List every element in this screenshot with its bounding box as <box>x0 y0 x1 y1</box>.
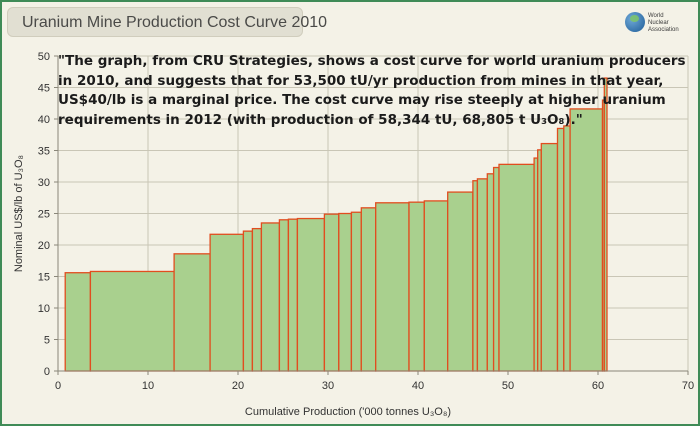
cost-bar <box>242 230 254 372</box>
quote-line: requirements in 2012 (with production of… <box>58 111 583 128</box>
cost-bar <box>603 77 608 372</box>
cost-bar <box>350 211 362 372</box>
quote-line: in 2010, and suggests that for 53,500 tU… <box>58 72 664 89</box>
cost-bar <box>323 213 340 372</box>
cost-bar <box>173 253 211 372</box>
x-tick-label: 70 <box>682 380 694 392</box>
cost-bar <box>296 217 326 372</box>
y-tick-label: 0 <box>44 366 50 378</box>
cost-bar <box>260 222 281 372</box>
x-tick-label: 20 <box>232 380 244 392</box>
y-tick-label: 5 <box>44 335 50 347</box>
x-tick-label: 30 <box>322 380 334 392</box>
cost-bar <box>209 233 245 372</box>
cost-bar <box>338 212 353 372</box>
x-tick-label: 60 <box>592 380 604 392</box>
cost-bar <box>375 202 410 372</box>
chart-title: Uranium Mine Production Cost Curve 2010 <box>22 14 328 31</box>
cost-bar <box>278 219 290 372</box>
logo-text-line-3: Association <box>648 27 679 33</box>
cost-bar <box>486 173 495 372</box>
cost-bar <box>556 127 565 372</box>
y-tick-label: 45 <box>38 83 50 95</box>
quote-line: "The graph, from CRU Strategies, shows a… <box>58 53 686 69</box>
cost-bar <box>360 207 377 372</box>
cost-bar <box>540 142 559 372</box>
y-tick-label: 35 <box>38 146 50 158</box>
y-tick-label: 15 <box>38 272 50 284</box>
cost-bar <box>569 108 604 372</box>
quote-annotation: "The graph, from CRU Strategies, shows a… <box>58 52 686 130</box>
y-axis-title: Nominal US$/lb of U₃O₈ <box>13 155 25 272</box>
cost-bar <box>89 270 175 372</box>
y-tick-label: 10 <box>38 303 50 315</box>
y-tick-label: 30 <box>38 177 50 189</box>
cost-bar <box>492 166 500 372</box>
logo-text-line-2: Nuclear <box>648 20 669 26</box>
world-nuclear-association-logo: World Nuclear Association <box>625 10 691 40</box>
title-tab: Uranium Mine Production Cost Curve 2010 <box>7 7 327 37</box>
cost-bar <box>64 272 92 372</box>
y-tick-label: 25 <box>38 209 50 221</box>
x-axis-title: Cumulative Production ('000 tonnes U₃O₈) <box>245 406 451 418</box>
cost-bar <box>423 200 449 372</box>
x-tick-label: 50 <box>502 380 514 392</box>
y-tick-label: 50 <box>38 51 50 63</box>
x-tick-label: 40 <box>412 380 424 392</box>
cost-bar <box>408 201 425 372</box>
globe-icon <box>625 12 645 32</box>
cost-bar <box>563 125 571 372</box>
cost-bar <box>287 218 299 372</box>
cost-bar <box>472 180 479 372</box>
cost-bar <box>498 163 535 372</box>
quote-line: US$40/lb is a marginal price. The cost c… <box>58 92 666 108</box>
cost-bar <box>476 178 488 372</box>
y-tick-label: 20 <box>38 240 50 252</box>
cost-bar <box>447 191 474 372</box>
y-tick-label: 40 <box>38 114 50 126</box>
cost-bar <box>251 227 263 372</box>
x-tick-label: 0 <box>55 380 61 392</box>
x-tick-label: 10 <box>142 380 154 392</box>
logo-text-line-1: World <box>648 13 664 19</box>
